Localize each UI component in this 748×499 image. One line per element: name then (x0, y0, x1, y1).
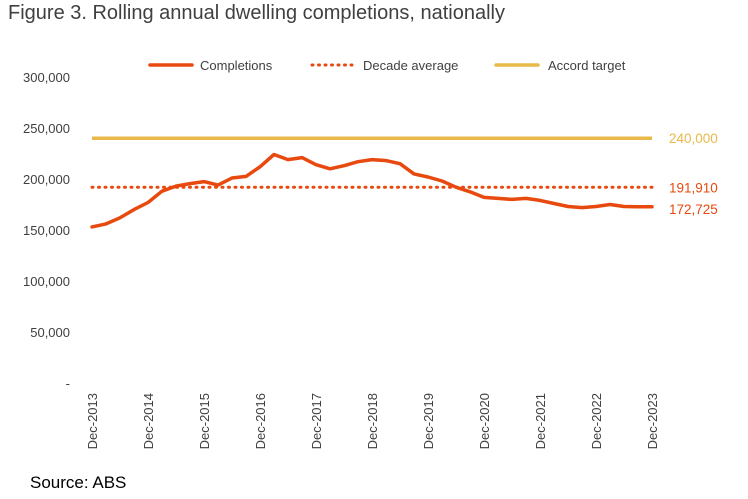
legend-label-accord-target: Accord target (548, 58, 626, 73)
x-axis: Dec-2013 Dec-2014 Dec-2015 Dec-2016 Dec-2017… (85, 393, 660, 449)
y-tick-label: 50,000 (30, 325, 70, 340)
x-tick-label: Dec-2023 (645, 393, 660, 449)
x-tick-label: Dec-2015 (197, 393, 212, 449)
x-tick-label: Dec-2013 (85, 393, 100, 449)
end-label-completions: 172,725 (669, 202, 718, 217)
end-labels: 240,000 191,910 172,725 (669, 131, 718, 217)
x-tick-label: Dec-2022 (589, 393, 604, 449)
end-label-accord-target: 240,000 (669, 131, 718, 146)
y-tick-label: 250,000 (23, 121, 70, 136)
end-label-decade-average: 191,910 (669, 180, 718, 195)
y-tick-label: 300,000 (23, 70, 70, 85)
legend: Completions Decade average Accord target (148, 58, 626, 73)
y-axis: - 50,000 100,000 150,000 200,000 250,000 300,0… (23, 70, 70, 391)
x-tick-label: Dec-2021 (533, 393, 548, 449)
legend-label-completions: Completions (200, 58, 273, 73)
legend-label-decade-average: Decade average (363, 58, 458, 73)
figure-title: Figure 3. Rolling annual dwelling comple… (8, 2, 505, 24)
source-note: Source: ABS (30, 473, 127, 492)
series-line-completions (90, 152, 654, 229)
x-tick-label: Dec-2019 (421, 393, 436, 449)
x-tick-label: Dec-2014 (141, 393, 156, 449)
y-tick-label: 200,000 (23, 172, 70, 187)
x-tick-label: Dec-2016 (253, 393, 268, 449)
y-tick-label: - (66, 376, 70, 391)
series-layer (90, 136, 654, 229)
x-tick-label: Dec-2018 (365, 393, 380, 449)
x-tick-label: Dec-2017 (309, 393, 324, 449)
y-tick-label: 100,000 (23, 274, 70, 289)
y-tick-label: 150,000 (23, 223, 70, 238)
x-tick-label: Dec-2020 (477, 393, 492, 449)
